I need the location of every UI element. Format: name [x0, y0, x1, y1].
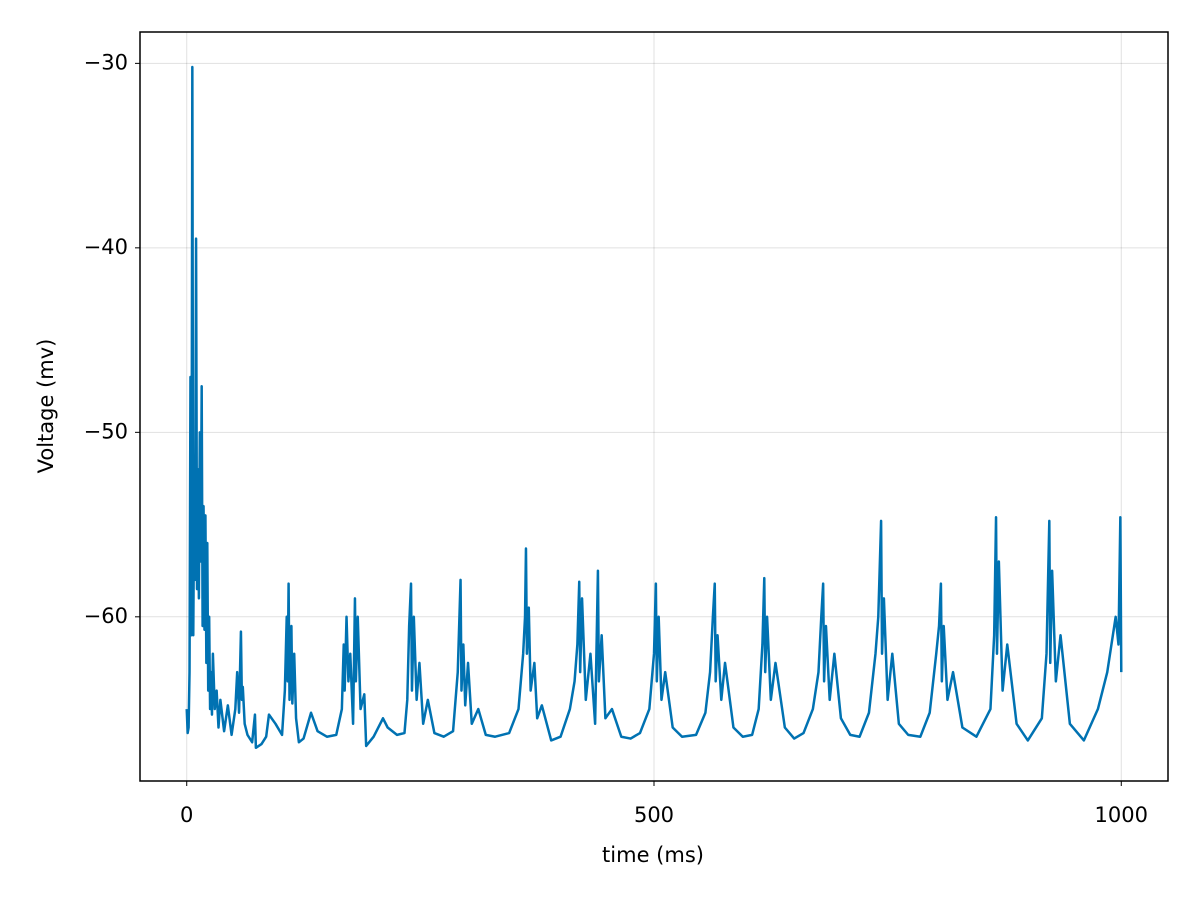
x-axis-label: time (ms)	[602, 843, 704, 867]
x-tick-label: 1000	[1095, 803, 1148, 827]
y-tick-label: −40	[84, 235, 128, 259]
y-tick-label: −30	[84, 50, 128, 74]
y-tick-label: −60	[84, 604, 128, 628]
y-tick-label: −50	[84, 419, 128, 443]
voltage-line	[185, 65, 1123, 750]
x-tick-label: 500	[634, 803, 674, 827]
x-tick-label: 0	[180, 803, 193, 827]
y-axis-label: Voltage (mv)	[34, 339, 58, 474]
plot-frame	[139, 31, 1169, 782]
